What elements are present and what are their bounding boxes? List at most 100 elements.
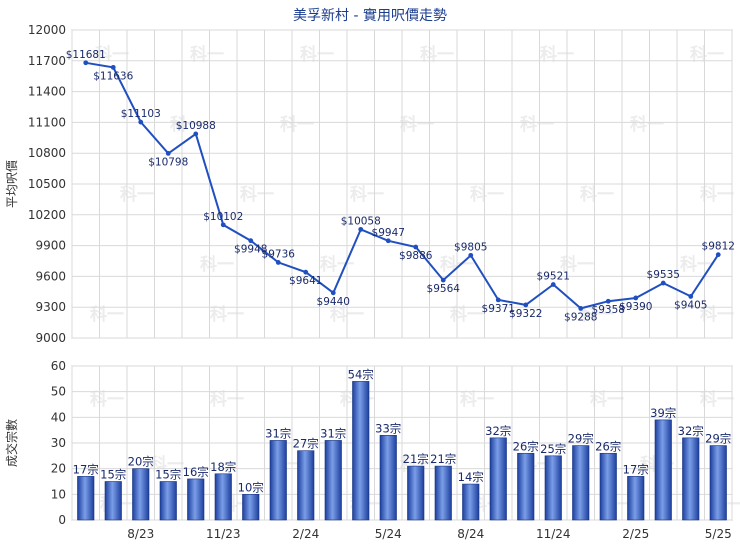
volume-bar [324,440,342,521]
price-data-label: $9521 [537,271,570,283]
watermark-text: 科一 [190,44,224,65]
y-tick-label: 11100 [28,115,66,129]
volume-data-label: 29宗 [705,432,731,446]
price-point [578,306,584,311]
price-point [605,298,611,304]
volume-bar [104,481,122,521]
y-tick-label: 50 [51,385,66,399]
y-tick-label: 11400 [28,85,66,99]
price-point [83,60,89,66]
price-data-label: $9358 [592,304,625,316]
y-tick-label: 9300 [35,300,66,314]
watermark-text: 科一 [520,114,554,135]
watermark-text: 科一 [350,184,384,205]
price-y-axis-ticks: 9000 9300 9600 9900 10200 10500 10800 11100 1140… [28,23,66,345]
watermark-text: 科一 [700,389,734,410]
x-tick-label: 11/23 [206,527,241,541]
price-point [495,297,501,303]
watermark-text: 科一 [450,304,484,325]
price-data-label: $10988 [176,120,216,132]
volume-data-label: 16宗 [183,465,209,479]
price-point [303,269,309,275]
volume-data-label: 21宗 [403,452,429,466]
price-point [138,119,144,125]
y-tick-label: 10 [51,487,66,501]
watermark-text: 科一 [300,44,334,65]
watermark-text: 科一 [590,389,624,410]
price-point [193,131,199,137]
watermark-text: 科一 [400,114,434,135]
price-data-label: $9440 [317,296,350,308]
volume-data-label: 26宗 [595,439,621,453]
volume-bar [132,468,150,521]
volume-bar [709,445,727,521]
y-tick-label: 9600 [35,269,66,283]
y-tick-label: 40 [51,410,66,424]
price-series: $11681 $11636 $11103 $10798 $10988 $10102 $994… [66,49,735,324]
y-tick-label: 11700 [28,54,66,68]
watermark-text: 科一 [170,114,204,135]
volume-data-label: 29宗 [568,432,594,446]
watermark-text: 科一 [200,254,234,275]
price-data-label: $10102 [203,211,243,223]
price-point [165,151,171,156]
x-tick-label: 8/23 [127,527,154,541]
price-point [248,238,254,244]
price-data-label: $10798 [148,156,188,168]
price-point [385,238,391,244]
watermark-text: 科一 [560,254,594,275]
price-point [688,294,694,299]
volume-bar [682,437,700,521]
volume-data-label: 31宗 [320,426,346,440]
price-data-label: $9805 [454,241,487,253]
volume-data-label: 15宗 [155,468,181,482]
watermark-text: 科一 [630,114,664,135]
price-data-label: $9641 [289,275,322,287]
watermark-text: 科一 [280,114,314,135]
volume-bar [77,476,95,521]
volume-data-label: 54宗 [348,367,374,381]
price-data-label: $9288 [564,311,597,323]
price-gridlines [71,29,733,339]
watermark-text: 科一 [680,254,714,275]
price-point [275,260,281,265]
watermark-text: 科一 [95,44,129,65]
price-point [550,282,556,287]
volume-bar [159,481,177,521]
price-data-label: $9564 [427,283,461,295]
volume-bar [462,483,480,521]
watermark-text: 科一 [120,184,154,205]
price-data-label: $11636 [93,70,133,82]
watermark-text: 科一 [470,184,504,205]
watermark-text: 科一 [150,454,184,475]
volume-bar [187,478,205,521]
y-tick-label: 9000 [35,331,66,345]
volume-data-label: 10宗 [238,480,264,494]
volume-data-label: 32宗 [485,424,511,438]
price-data-label: $9535 [647,269,680,281]
y-tick-label: 10800 [28,146,66,160]
volume-bar [242,494,260,521]
y-tick-label: 60 [51,359,66,373]
y-tick-label: 0 [58,513,66,527]
volume-x-axis-ticks: 8/23 11/23 2/24 5/24 8/24 11/24 2/25 5/25 [127,527,731,541]
volume-data-label: 20宗 [128,455,154,469]
price-y-axis-label: 平均呎價 [5,160,19,208]
price-data-label: $9371 [482,303,515,315]
price-data-label: $9812 [702,241,735,253]
price-data-label: $10058 [341,215,381,227]
watermark-text: 科一 [90,304,124,325]
watermark-text: 科一 [700,184,734,205]
volume-bar [654,419,672,521]
volume-bar [352,381,370,521]
watermark-text: 科一 [320,254,354,275]
price-data-label: $11103 [121,108,161,120]
volume-data-label: 17宗 [623,462,649,476]
x-tick-label: 5/24 [375,527,402,541]
x-tick-label: 2/24 [292,527,319,541]
price-point [660,280,666,286]
price-data-label: $9886 [399,250,433,262]
